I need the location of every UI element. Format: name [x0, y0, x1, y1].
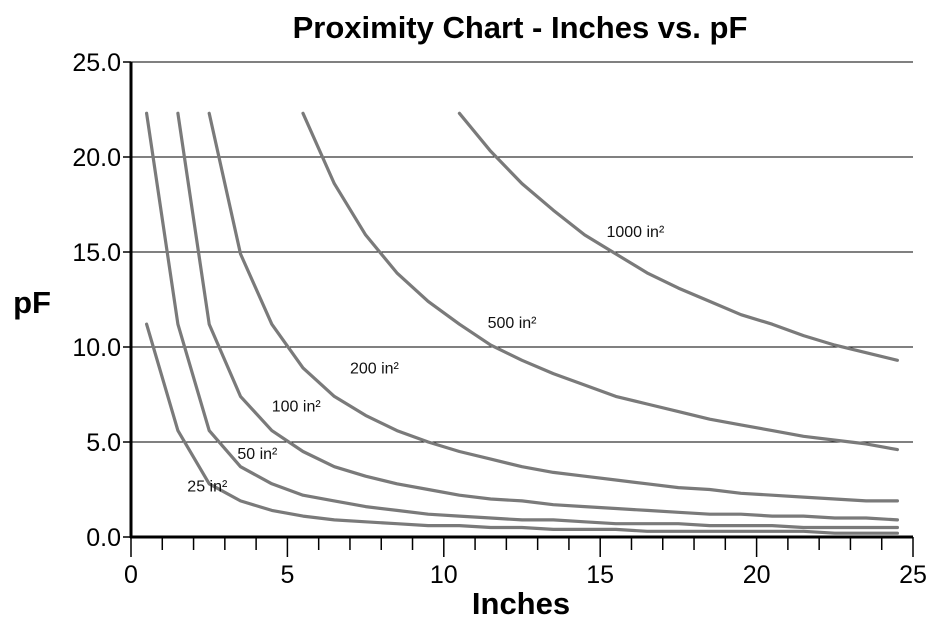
x-axis-title: Inches [472, 586, 570, 619]
series-line-1 [145, 322, 899, 535]
gridlines [131, 61, 913, 443]
y-axis-ticks [123, 61, 131, 538]
series-label-1: 25 in² [187, 478, 228, 495]
y-tick-label-0: 0.0 [86, 524, 121, 552]
series-lines [145, 111, 899, 535]
series-label-4: 200 in² [350, 361, 400, 378]
y-tick-label-10: 10.0 [72, 334, 121, 362]
y-tick-label-5: 5.0 [86, 429, 121, 457]
y-axis-title: pF [13, 285, 51, 320]
series-line-6 [457, 111, 899, 362]
x-tick-label-15: 15 [586, 561, 614, 589]
series-label-5: 500 in² [488, 315, 538, 332]
y-tick-label-20: 20.0 [72, 144, 121, 172]
x-tick-label-10: 10 [430, 561, 458, 589]
x-tick-label-5: 5 [280, 561, 294, 589]
series-label-6: 1000 in² [606, 224, 664, 241]
x-tick-label-0: 0 [124, 561, 138, 589]
chart-title: Proximity Chart - Inches vs. pF [293, 10, 748, 45]
series-label-3: 100 in² [272, 399, 322, 416]
y-tick-label-15: 15.0 [72, 239, 121, 267]
x-tick-label-20: 20 [743, 561, 771, 589]
series-label-2: 50 in² [237, 446, 278, 463]
x-axis-tick-labels: 0 5 10 15 20 25 [124, 561, 926, 589]
x-axis-ticks [130, 537, 914, 557]
series-labels: 25 in² 50 in² 100 in² 200 in² 500 in² 1000 in… [187, 224, 665, 496]
series-line-2 [145, 111, 899, 530]
series-line-3 [176, 111, 899, 522]
y-axis-tick-labels: 0.0 5.0 10.0 15.0 20.0 25.0 [72, 49, 121, 552]
x-tick-label-25: 25 [899, 561, 926, 589]
y-tick-label-25: 25.0 [72, 49, 121, 77]
series-line-4 [207, 111, 899, 503]
series-line-5 [301, 111, 899, 452]
